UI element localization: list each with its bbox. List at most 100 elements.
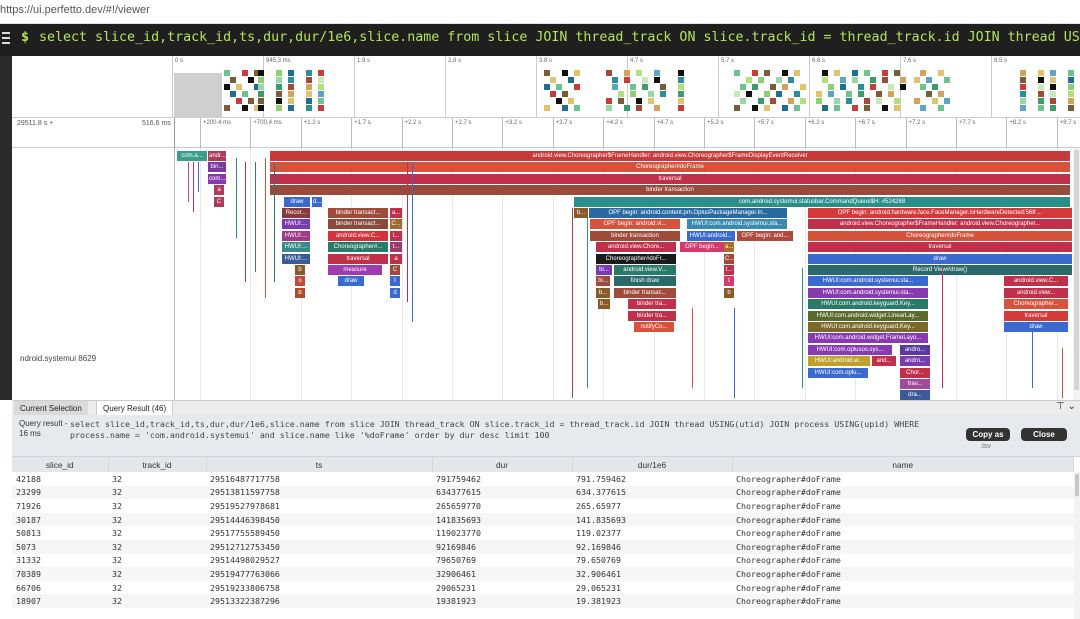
slice[interactable]: draw [1004, 322, 1068, 332]
slice[interactable]: com.a... [177, 151, 207, 161]
slice[interactable]: binder transac... [614, 287, 676, 298]
hamburger-menu-icon[interactable] [2, 32, 10, 44]
omnibox[interactable]: $ select slice_id,track_id,ts,dur,dur/1e… [0, 24, 1080, 56]
slice[interactable]: t... [390, 230, 402, 241]
tab-query-result[interactable]: Query Result (46) [96, 401, 174, 416]
table-row[interactable]: 30187 32 29514446398450 141835693 141.835693… [12, 512, 1074, 527]
table-row[interactable]: 5073 32 29512712753450 92169846 92.169846 Cho… [12, 539, 1074, 554]
slice[interactable]: HWUI:android.w... [808, 356, 870, 367]
slice[interactable]: draw [338, 276, 364, 287]
slice[interactable]: C... [390, 219, 402, 230]
slice[interactable]: HWUI:... [282, 242, 310, 253]
slice[interactable]: a... [724, 242, 734, 253]
slice[interactable]: HWUI:... [282, 219, 310, 230]
slice[interactable]: com.android.systemui.statusbar.CommandQu… [574, 196, 1070, 207]
slice[interactable]: a [214, 185, 224, 196]
slice[interactable]: Recor... [282, 208, 310, 218]
column-header[interactable]: slice_id [12, 457, 109, 472]
slice[interactable]: t [724, 276, 734, 287]
slice[interactable]: HWUI:com.oplu... [808, 367, 868, 378]
slice[interactable]: d... [312, 196, 322, 207]
slice[interactable]: a... [390, 208, 402, 218]
slice[interactable]: andro... [900, 344, 930, 355]
copy-as-tsv-button[interactable]: Copy as [966, 428, 1010, 441]
slice[interactable]: notifyCo... [634, 322, 674, 332]
column-header[interactable]: track_id [108, 457, 207, 472]
slice[interactable]: Choreographer#doFrame [270, 162, 1070, 173]
slice[interactable]: OPF begin: and... [737, 230, 793, 241]
slice[interactable]: android.view... [1004, 287, 1068, 298]
slice[interactable]: binder transaction [270, 185, 1070, 196]
table-row[interactable]: 31332 32 29514498029527 79650769 79.650769 Ch… [12, 554, 1074, 568]
table-row[interactable]: 50813 32 29517755589450 119023770 119.02377 C… [12, 526, 1074, 540]
slice[interactable]: HWUI:com.android.systemui.sta... [808, 276, 928, 287]
slice[interactable]: bi... [596, 265, 612, 275]
slice[interactable]: HWUI:... [282, 230, 310, 241]
slice[interactable]: HWUI:... [282, 253, 310, 264]
slice[interactable]: o [295, 276, 305, 287]
panel-toggle-icons[interactable]: ⊤ ⌄ [1056, 401, 1076, 412]
slice[interactable]: draw [284, 196, 310, 207]
slice[interactable]: HWUI:android... [687, 230, 735, 241]
slice[interactable]: android.view.C... [328, 230, 388, 241]
slice[interactable]: d [390, 287, 400, 298]
slice[interactable]: HWUI:com.android.widget.FrameLayo... [808, 333, 928, 344]
slice[interactable]: Choreographer#doFrame [808, 230, 1072, 241]
slice[interactable]: Choreographer#... [328, 242, 388, 253]
slice[interactable]: HWUI:com.android.systemui.sta... [808, 287, 928, 298]
omnibox-query-input[interactable]: select slice_id,track_id,ts,dur,dur/1e6,… [39, 30, 1080, 45]
table-row[interactable]: 66706 32 29519233806758 29065231 29.065231 Ch… [12, 581, 1074, 595]
table-row[interactable]: 70389 32 29519477763066 32906461 32.906461 Ch… [12, 567, 1074, 581]
slice[interactable]: C... [724, 253, 734, 264]
slice[interactable]: traversal [328, 253, 388, 264]
slice[interactable]: OPF begin: android.hardware.face.FaceMan… [808, 208, 1072, 218]
slice[interactable]: b... [596, 287, 610, 298]
track-name[interactable]: ndroid.systemui 8629 [20, 354, 97, 363]
slice[interactable]: C [214, 196, 224, 207]
slice[interactable]: binder transact... [328, 219, 388, 230]
slice[interactable]: measure [328, 265, 382, 275]
address-bar[interactable]: https://ui.perfetto.dev/#!/viewer [0, 0, 1080, 24]
slice[interactable]: traversal [1004, 310, 1068, 321]
slice[interactable]: android.view.Chore... [596, 242, 676, 253]
slice[interactable]: t... [390, 242, 402, 253]
slice[interactable]: Choreographer#doFr... [596, 253, 676, 264]
tab-current-selection[interactable]: Current Selection [14, 401, 88, 416]
slice[interactable]: HWUI:com.android.widget.LinearLay... [808, 310, 928, 321]
slice[interactable]: android.view.C... [1004, 276, 1068, 287]
url-text[interactable]: https://ui.perfetto.dev/#!/viewer [0, 4, 150, 16]
slice[interactable]: HWUI:com.android.keyguard.Key... [808, 299, 928, 310]
slice[interactable]: android.view.Choreographer$FrameHandler:… [808, 219, 1072, 230]
slice[interactable]: traversal [270, 173, 1070, 184]
overview-visible-window[interactable] [174, 73, 222, 118]
slice[interactable]: binder tra... [628, 299, 676, 310]
slice[interactable]: finish draw [614, 276, 676, 287]
slice[interactable]: bi... [596, 276, 610, 287]
slice[interactable]: OPF begin: android.vi... [590, 219, 680, 230]
column-header[interactable]: name [732, 457, 1074, 472]
table-row[interactable]: 42188 32 29516487717758 791759462 791.759462… [12, 472, 1074, 486]
slice[interactable]: andr... [208, 151, 226, 161]
column-header[interactable]: dur/1e6 [572, 457, 733, 472]
slice[interactable]: Record View#draw() [808, 265, 1072, 275]
table-row[interactable]: 18907 32 29513322387296 19381923 19.381923 Ch… [12, 594, 1074, 608]
slice[interactable]: traversal [808, 242, 1072, 253]
slice[interactable]: b [724, 287, 734, 298]
column-header[interactable]: ts [206, 457, 433, 472]
slice[interactable]: Choreographer... [1004, 299, 1068, 310]
slice[interactable]: OPF begin... [680, 242, 724, 253]
slice[interactable]: Chor... [900, 367, 930, 378]
slice[interactable]: binder tra... [628, 310, 676, 321]
slice[interactable]: android.view.V... [614, 265, 676, 275]
close-button[interactable]: Close [1021, 428, 1067, 441]
overview-timeline[interactable]: 0 s 945.3 ms 1.9 s 2.8 s 3.8 s 4.7 s 5.7 s 6.6 … [12, 56, 1080, 118]
slice[interactable]: HWUI:com.android.systemui.sta... [687, 219, 787, 230]
slice[interactable]: binder transact... [328, 208, 388, 218]
table-scrollbar[interactable] [1074, 472, 1080, 619]
slice[interactable]: t... [724, 265, 734, 275]
slice[interactable]: draw [808, 253, 1072, 264]
table-row[interactable]: 71926 32 29519527978681 265659770 265.65977 C… [12, 499, 1074, 513]
slice[interactable]: C [390, 265, 400, 275]
slice[interactable]: andro... [900, 356, 930, 367]
slice[interactable]: trav... [900, 379, 930, 389]
